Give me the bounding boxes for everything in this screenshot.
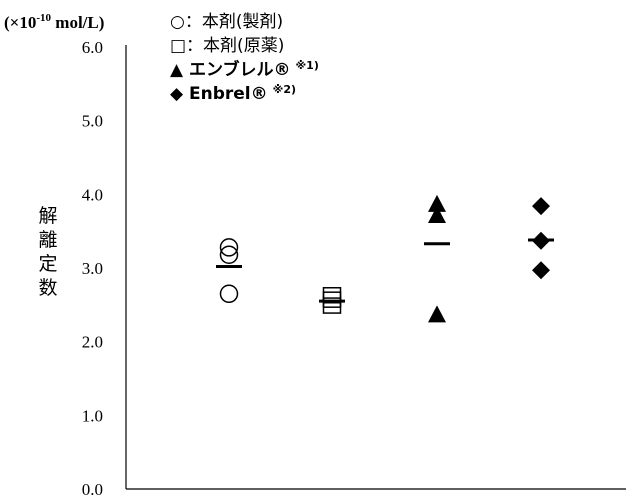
unit-label-exponent: -10 <box>36 12 51 24</box>
legend-entry-text: ○：本剤(製剤) <box>170 12 283 32</box>
y-tick-label: 2.0 <box>82 333 103 352</box>
y-axis-ticks: 0.0 1.0 2.0 3.0 4.0 5.0 6.0 <box>82 38 103 496</box>
legend-entry-circle: ○：本剤(製剤) <box>170 12 283 32</box>
data-point-circle <box>219 245 239 264</box>
data-point-circle <box>219 238 239 257</box>
y-axis-label-char: 解 <box>38 205 57 227</box>
y-axis-label-char: 定 <box>38 253 57 275</box>
legend-entry-text: □：本剤(原薬) <box>170 36 284 56</box>
legend-entry-note: ※2) <box>273 83 296 96</box>
data-point-diamond <box>532 261 550 280</box>
y-tick-label: 4.0 <box>82 185 103 204</box>
y-tick-label: 3.0 <box>82 259 103 278</box>
legend-entry-square: □：本剤(原薬) <box>170 36 284 56</box>
y-axis-label-char: 数 <box>38 277 57 299</box>
unit-label-prefix: (×10 <box>4 13 36 32</box>
data-point-triangle <box>428 305 446 323</box>
legend-entry-text: ◆ Enbrel® <box>170 84 268 104</box>
y-tick-label: 1.0 <box>82 406 103 425</box>
data-point-circle <box>219 284 239 304</box>
legend-entry-text: ▲ エンブレル® <box>170 59 290 80</box>
data-point-diamond <box>532 197 550 216</box>
y-tick-label: 0.0 <box>82 480 103 496</box>
data-marks <box>216 194 554 323</box>
data-point-square <box>322 297 342 314</box>
y-tick-label: 6.0 <box>82 38 103 57</box>
legend-entry-diamond: ◆ Enbrel® ※2) <box>170 83 296 104</box>
legend-entry-triangle: ▲ エンブレル® ※1) <box>170 59 319 80</box>
legend-entry-note: ※1) <box>295 59 318 72</box>
y-tick-label: 5.0 <box>82 112 103 131</box>
data-point-triangle <box>428 205 446 223</box>
y-axis-label-char: 離 <box>38 229 57 251</box>
unit-label-suffix: mol/L) <box>51 13 104 32</box>
unit-label: (×10-10 mol/L) <box>4 12 104 32</box>
legend: ○：本剤(製剤) □：本剤(原薬) ▲ エンブレル® ※1) ◆ Enbrel® ※2) <box>170 12 319 104</box>
data-point-triangle <box>428 194 446 212</box>
